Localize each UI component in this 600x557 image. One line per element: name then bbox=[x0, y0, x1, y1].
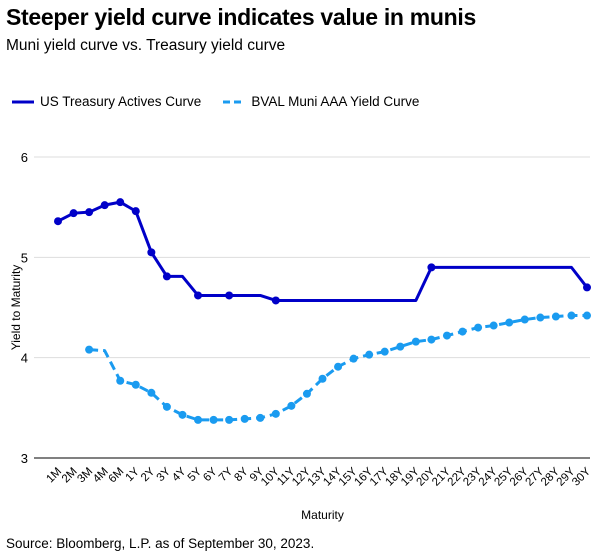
data-point bbox=[365, 350, 374, 359]
data-point bbox=[131, 207, 140, 216]
x-tick-label: 30Y bbox=[570, 465, 593, 488]
data-point bbox=[271, 296, 280, 305]
legend: US Treasury Actives Curve BVAL Muni AAA … bbox=[12, 94, 419, 109]
data-point bbox=[54, 217, 62, 226]
data-point bbox=[256, 413, 265, 422]
data-point bbox=[380, 347, 389, 356]
legend-label: US Treasury Actives Curve bbox=[40, 94, 202, 109]
legend-label: BVAL Muni AAA Yield Curve bbox=[251, 94, 420, 109]
data-point bbox=[147, 248, 156, 257]
data-point bbox=[287, 401, 296, 410]
data-point bbox=[302, 389, 311, 398]
data-point bbox=[194, 415, 203, 424]
data-point bbox=[131, 380, 140, 389]
source-note: Source: Bloomberg, L.P. as of September … bbox=[6, 536, 315, 551]
y-tick-label: 5 bbox=[21, 250, 28, 265]
y-tick-label: 6 bbox=[21, 150, 28, 165]
data-point bbox=[85, 208, 94, 217]
y-axis-title: Yield to Maturity bbox=[9, 265, 23, 351]
data-point bbox=[271, 409, 280, 418]
data-point bbox=[427, 335, 436, 344]
data-point bbox=[474, 323, 483, 332]
data-point bbox=[567, 311, 576, 320]
data-point bbox=[458, 327, 467, 336]
data-point bbox=[116, 198, 125, 207]
y-tick-label: 3 bbox=[21, 451, 28, 466]
data-point bbox=[85, 345, 94, 354]
data-point bbox=[551, 312, 560, 321]
chart-subtitle: Muni yield curve vs. Treasury yield curv… bbox=[6, 37, 286, 54]
series-line-0 bbox=[57, 200, 589, 302]
data-point bbox=[583, 311, 591, 320]
data-point bbox=[162, 272, 171, 281]
data-point bbox=[334, 362, 343, 371]
x-axis-title: Maturity bbox=[301, 508, 344, 522]
data-point bbox=[427, 263, 436, 272]
data-point bbox=[505, 318, 514, 327]
data-point bbox=[116, 376, 125, 385]
data-point bbox=[225, 415, 234, 424]
data-point bbox=[69, 209, 78, 218]
data-point bbox=[442, 331, 451, 340]
y-tick-label: 4 bbox=[21, 351, 28, 366]
data-point bbox=[225, 291, 234, 300]
data-point bbox=[520, 315, 529, 324]
chart-title: Steeper yield curve indicates value in m… bbox=[6, 4, 476, 30]
data-point bbox=[318, 374, 327, 383]
data-point bbox=[240, 414, 249, 423]
data-point bbox=[147, 388, 156, 397]
data-point bbox=[194, 291, 203, 300]
legend-item-treasury: US Treasury Actives Curve bbox=[12, 94, 201, 109]
data-point bbox=[536, 313, 545, 322]
data-point bbox=[209, 415, 218, 424]
data-point bbox=[411, 337, 420, 346]
data-point bbox=[349, 354, 358, 363]
data-point bbox=[100, 201, 109, 210]
data-point bbox=[162, 402, 171, 411]
data-point bbox=[396, 342, 405, 351]
data-point bbox=[178, 410, 187, 419]
data-point bbox=[583, 283, 591, 292]
legend-item-muni: BVAL Muni AAA Yield Curve bbox=[223, 94, 419, 109]
data-point bbox=[489, 321, 498, 330]
